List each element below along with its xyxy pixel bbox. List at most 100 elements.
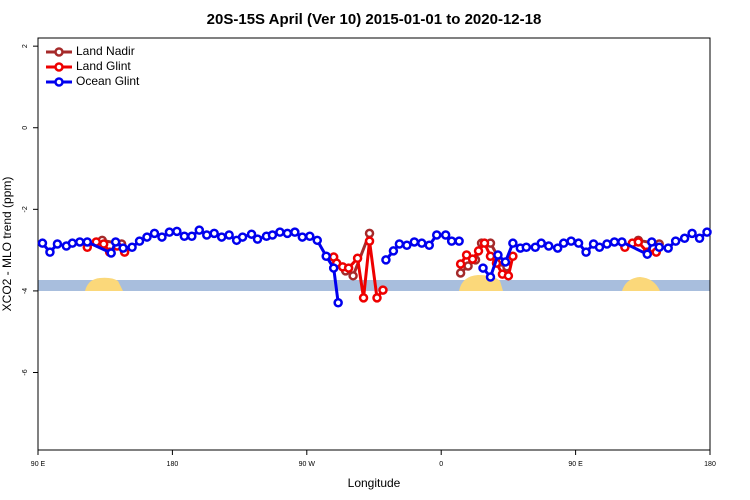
point bbox=[82, 237, 93, 247]
point bbox=[479, 238, 490, 248]
legend-marker bbox=[54, 77, 64, 87]
point bbox=[687, 228, 697, 239]
point bbox=[172, 226, 182, 237]
point bbox=[67, 238, 78, 248]
point bbox=[252, 234, 263, 244]
point bbox=[455, 268, 466, 278]
point bbox=[702, 227, 712, 237]
y-tick-label: -4 bbox=[22, 288, 29, 294]
point bbox=[305, 231, 315, 241]
point bbox=[478, 263, 488, 273]
point bbox=[364, 228, 375, 239]
point bbox=[348, 271, 358, 281]
point bbox=[485, 251, 496, 261]
point bbox=[642, 249, 653, 259]
chart-title: 20S-15S April (Ver 10) 2015-01-01 to 202… bbox=[207, 11, 542, 28]
point bbox=[694, 233, 705, 244]
x-tick-label: 90 E bbox=[568, 461, 583, 468]
point bbox=[609, 237, 620, 247]
point bbox=[358, 293, 369, 303]
legend-label: Ocean Glint bbox=[76, 74, 140, 88]
point bbox=[106, 248, 116, 258]
point bbox=[493, 250, 503, 260]
point bbox=[246, 229, 257, 239]
point bbox=[633, 237, 644, 247]
point bbox=[647, 237, 657, 247]
point bbox=[461, 250, 472, 260]
point bbox=[364, 236, 375, 246]
point bbox=[679, 233, 690, 244]
point bbox=[508, 238, 518, 248]
point bbox=[328, 263, 339, 273]
point bbox=[394, 239, 405, 249]
point bbox=[536, 238, 547, 248]
point bbox=[282, 228, 293, 239]
point bbox=[473, 246, 484, 256]
point bbox=[297, 232, 308, 242]
x-tick-label: 90 W bbox=[299, 461, 316, 468]
point bbox=[573, 238, 584, 248]
point bbox=[552, 243, 563, 253]
point bbox=[670, 236, 681, 246]
x-axis-label: Longitude bbox=[348, 476, 401, 490]
point bbox=[352, 253, 363, 264]
point bbox=[224, 230, 234, 240]
point bbox=[594, 242, 605, 253]
y-tick-label: 2 bbox=[22, 44, 29, 48]
point bbox=[446, 236, 457, 246]
point bbox=[194, 225, 205, 235]
legend-label: Land Glint bbox=[76, 59, 131, 73]
point bbox=[157, 232, 167, 242]
point bbox=[467, 254, 478, 264]
point bbox=[267, 230, 278, 240]
point bbox=[508, 251, 518, 261]
legend-label: Land Nadir bbox=[76, 44, 135, 58]
point bbox=[149, 228, 160, 239]
point bbox=[500, 257, 511, 267]
x-tick-label: 90 E bbox=[31, 461, 46, 468]
point bbox=[417, 238, 427, 248]
point bbox=[431, 230, 442, 240]
point bbox=[463, 261, 473, 271]
point bbox=[530, 242, 541, 253]
point bbox=[485, 272, 496, 282]
point bbox=[75, 237, 85, 247]
point bbox=[424, 240, 435, 250]
x-tick-label: 180 bbox=[167, 461, 179, 468]
point bbox=[454, 236, 464, 246]
point bbox=[402, 240, 412, 250]
point bbox=[378, 285, 388, 295]
point bbox=[440, 230, 451, 240]
point bbox=[409, 237, 420, 247]
y-tick-label: -6 bbox=[22, 369, 29, 375]
point bbox=[216, 232, 227, 242]
point bbox=[321, 251, 331, 261]
legend-marker bbox=[54, 62, 64, 72]
point bbox=[654, 242, 664, 253]
y-axis-label: XCO2 - MLO trend (ppm) bbox=[0, 177, 14, 312]
legend-marker bbox=[54, 47, 64, 57]
point bbox=[503, 271, 514, 281]
point bbox=[663, 243, 673, 253]
x-tick-label: 0 bbox=[439, 461, 443, 468]
point bbox=[343, 263, 354, 273]
y-tick-label: -2 bbox=[22, 206, 29, 212]
point bbox=[179, 231, 190, 241]
point bbox=[566, 236, 576, 246]
point bbox=[381, 255, 391, 265]
y-tick-label: 0 bbox=[22, 126, 29, 130]
point bbox=[372, 293, 382, 303]
point bbox=[37, 238, 48, 248]
point bbox=[455, 259, 466, 269]
point bbox=[558, 238, 569, 248]
point bbox=[237, 232, 248, 242]
point bbox=[187, 231, 197, 241]
point bbox=[52, 239, 63, 249]
point bbox=[543, 241, 554, 251]
point bbox=[164, 227, 175, 237]
point bbox=[45, 247, 55, 257]
point bbox=[98, 239, 109, 249]
point bbox=[312, 235, 323, 246]
point bbox=[275, 227, 285, 237]
